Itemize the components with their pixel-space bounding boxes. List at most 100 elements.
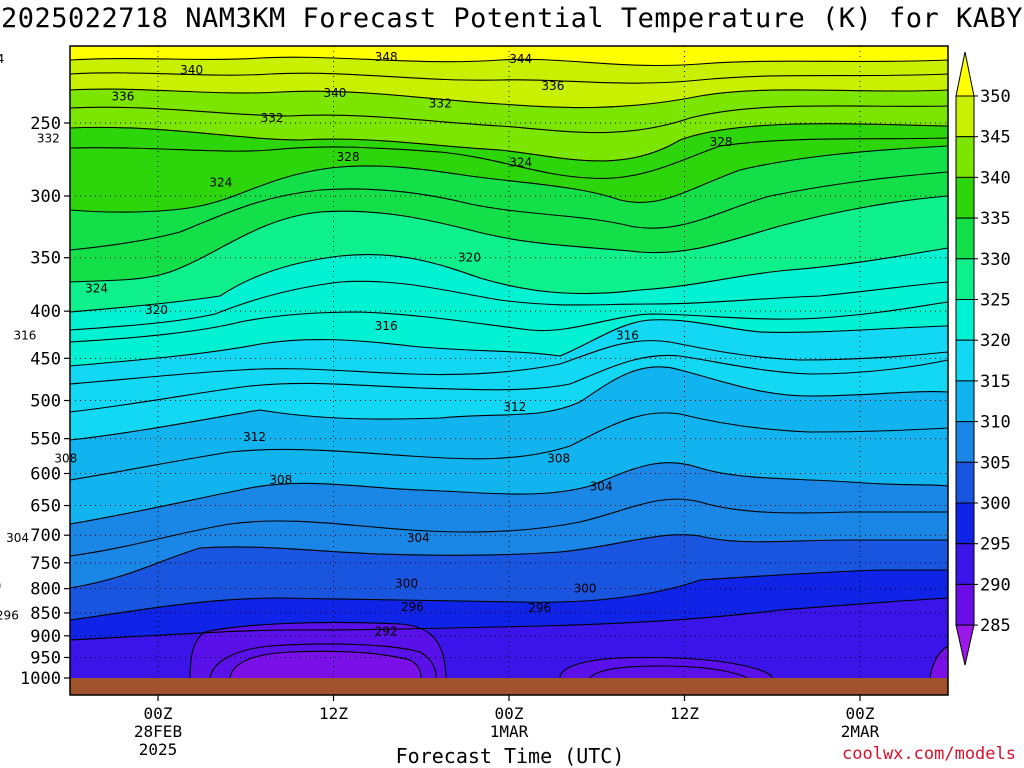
colorbar-tick-label: 320 xyxy=(980,331,1011,351)
y-tick-label: 650 xyxy=(30,497,61,517)
contour-line xyxy=(70,340,948,385)
contour-line xyxy=(70,137,948,180)
contour-line xyxy=(189,621,447,678)
contour-label: 336 xyxy=(111,90,134,104)
colorbar-tick-label: 295 xyxy=(980,535,1011,555)
contour-line xyxy=(70,56,948,67)
colorbar-swatch xyxy=(955,502,975,545)
colorbar-swatch xyxy=(955,217,975,260)
colorbar-tick-label: 345 xyxy=(980,128,1011,148)
x-tick-date: 1MAR xyxy=(490,722,529,741)
band-304 xyxy=(70,534,948,620)
colorbar-tick-label: 350 xyxy=(980,87,1011,107)
contour-line xyxy=(70,498,948,557)
contour-line xyxy=(70,534,948,589)
ground-strip xyxy=(70,678,948,695)
contour-label: 324 xyxy=(85,282,108,296)
contour-line xyxy=(70,105,948,134)
band-316 xyxy=(70,319,948,440)
y-tick-label: 400 xyxy=(30,302,61,322)
contour-line xyxy=(70,247,948,313)
colorbar-tick-label: 325 xyxy=(980,291,1011,311)
y-tick-label: 250 xyxy=(30,114,61,134)
colorbar-swatch xyxy=(955,136,975,178)
contour-label: 304 xyxy=(590,480,613,494)
x-axis-title: Forecast Time (UTC) xyxy=(395,744,625,768)
colorbar-tick-label: 290 xyxy=(980,575,1011,595)
band-328 xyxy=(70,146,948,282)
colorbar-swatch xyxy=(955,421,975,463)
contour-label: 312 xyxy=(503,400,526,414)
colorbar-swatch xyxy=(955,380,975,423)
colorbar-tick-label: 300 xyxy=(980,494,1011,514)
chart-title: 2025022718 NAM3KM Forecast Potential Tem… xyxy=(0,3,1024,34)
contour-label: 328 xyxy=(337,150,360,164)
y-axis: 250 300 350 400 450 500 550 600 650 700 750 800 850 9… xyxy=(20,114,70,689)
contour-label: 320 xyxy=(458,251,481,265)
contour-line xyxy=(70,301,948,343)
x-tick-label: 12Z xyxy=(670,704,699,723)
contour-line xyxy=(589,665,749,678)
contour-label: 296 xyxy=(401,600,424,614)
contour-line xyxy=(70,462,948,525)
colorbar: 350 345 340 335 330 325 320 315 310 305 300 295 290 2… xyxy=(955,51,1011,666)
contour-label: 344 xyxy=(509,52,532,66)
x-tick-label: 00Z xyxy=(846,704,875,723)
y-tick-label: 700 xyxy=(30,526,61,546)
contour-label: 296 xyxy=(528,601,551,615)
band-332 xyxy=(70,123,948,213)
contour-label: 332 xyxy=(429,96,452,110)
contour-line xyxy=(70,319,948,367)
contour-label: 340 xyxy=(324,86,347,100)
band-300 xyxy=(70,570,948,640)
y-tick-label: 300 xyxy=(30,187,61,207)
band-336 xyxy=(70,89,948,161)
band-324 xyxy=(70,196,948,312)
cold-pool-288-a xyxy=(230,651,421,678)
contour-label: 332 xyxy=(37,132,60,146)
band-344 xyxy=(70,57,948,108)
y-tick-label: 850 xyxy=(30,604,61,624)
contour-line xyxy=(70,412,948,481)
x-tick-label: 00Z xyxy=(495,704,524,723)
contour-label: 300 xyxy=(395,577,418,591)
contour-line xyxy=(209,643,437,678)
contour-line xyxy=(70,354,948,413)
y-tick-label: 350 xyxy=(30,249,61,269)
contour-label: 300 xyxy=(0,579,1,593)
colorbar-tick-label: 285 xyxy=(980,616,1011,636)
y-tick-label: 950 xyxy=(30,648,61,668)
contour-label: 316 xyxy=(616,328,639,342)
contour-line xyxy=(559,656,773,678)
contour-line xyxy=(70,72,948,84)
colorbar-tick-label: 310 xyxy=(980,413,1011,433)
contour-label: 312 xyxy=(243,430,266,444)
colorbar-tick-label: 340 xyxy=(980,168,1011,188)
y-tick-label: 750 xyxy=(30,554,61,574)
contour-label: 320 xyxy=(145,303,168,317)
contour-label: 316 xyxy=(13,328,36,342)
contour-line xyxy=(929,645,948,678)
contour-line xyxy=(70,366,948,441)
contour-label: 304 xyxy=(6,531,29,545)
contour-label: 344 xyxy=(0,52,4,66)
band-308 xyxy=(70,462,948,588)
contour-labels: 344 340 348 344 336 340 336 332 332 332 328 328 324 3… xyxy=(0,50,733,638)
colorbar-tick-label: 315 xyxy=(980,372,1011,392)
x-tick-label: 12Z xyxy=(319,704,348,723)
band-312 xyxy=(70,366,948,524)
contour-label: 304 xyxy=(407,531,430,545)
contour-label: 332 xyxy=(261,111,284,125)
site-credit: coolwx.com/models xyxy=(842,744,1016,764)
x-tick-year: 2025 xyxy=(139,740,178,759)
y-tick-label: 500 xyxy=(30,392,61,412)
colorbar-swatch xyxy=(955,299,975,341)
colorbar-top-arrow xyxy=(955,51,975,97)
band-348 xyxy=(70,46,948,66)
contour-label: 348 xyxy=(375,50,398,64)
colorbar-swatch xyxy=(955,543,975,585)
contour-line xyxy=(70,88,948,109)
contour-label: 324 xyxy=(509,156,532,170)
y-tick-label: 550 xyxy=(30,430,61,450)
